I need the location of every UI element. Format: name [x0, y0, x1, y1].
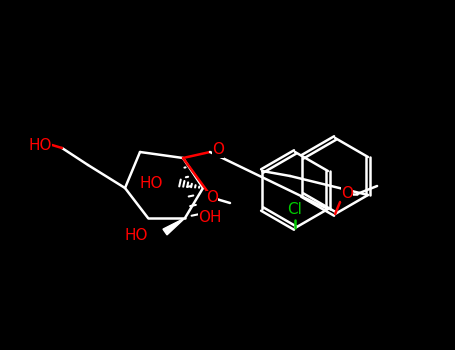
Text: Cl: Cl: [288, 203, 303, 217]
Text: O: O: [341, 187, 353, 202]
Text: O: O: [212, 142, 224, 158]
Text: HO: HO: [140, 175, 163, 190]
Text: O: O: [206, 190, 218, 205]
Text: OH: OH: [198, 210, 222, 225]
Text: HO: HO: [125, 228, 148, 243]
Polygon shape: [163, 218, 185, 235]
Text: HO: HO: [29, 138, 52, 153]
